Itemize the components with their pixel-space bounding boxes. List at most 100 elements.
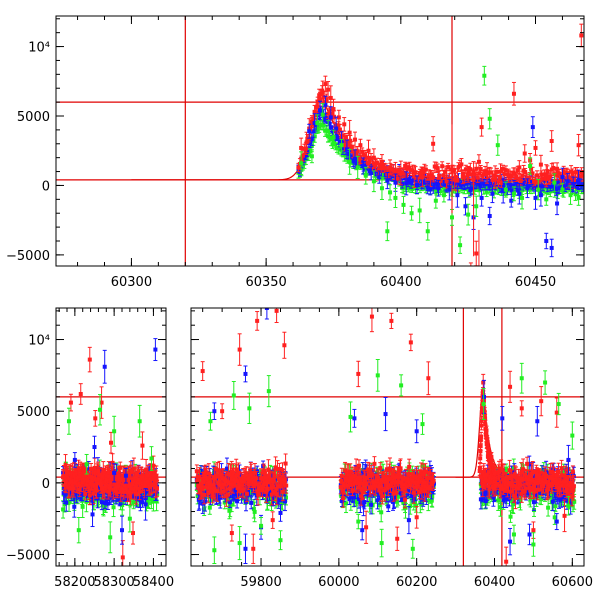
top-point-blue-marker bbox=[436, 186, 441, 191]
top-point-red-marker bbox=[353, 137, 358, 142]
top-point-red-marker bbox=[358, 143, 363, 148]
top-point-red-marker bbox=[496, 179, 501, 184]
top-point-red-marker bbox=[459, 162, 464, 167]
top-point-green-marker bbox=[343, 153, 348, 158]
top-point-red bbox=[347, 119, 352, 146]
top-point-green bbox=[495, 134, 500, 156]
top-point-blue bbox=[509, 193, 514, 208]
top-point-blue-marker bbox=[551, 183, 556, 188]
top-point-red-marker bbox=[474, 251, 479, 256]
bottom-point-green-marker bbox=[111, 505, 116, 510]
top-point-red-marker bbox=[469, 267, 473, 271]
top-point-red-marker bbox=[481, 172, 486, 177]
top-point-green bbox=[482, 65, 487, 86]
top-point-blue-marker bbox=[530, 125, 535, 130]
top-point-blue-marker bbox=[328, 115, 333, 120]
top-point-red-marker bbox=[348, 138, 353, 143]
top-point-red-marker bbox=[386, 171, 391, 176]
top-point-red-marker bbox=[499, 181, 504, 186]
top-point-red-marker bbox=[379, 159, 384, 164]
top-point-blue-marker bbox=[565, 179, 570, 184]
top-point-blue-marker bbox=[574, 184, 579, 189]
top-point-blue-marker bbox=[479, 195, 484, 200]
top-point-blue bbox=[530, 116, 535, 138]
top-point-green bbox=[544, 192, 549, 206]
top-point-blue bbox=[404, 171, 409, 196]
top-point-green bbox=[393, 187, 398, 208]
top-point-green bbox=[528, 157, 533, 175]
top-point-red-marker bbox=[512, 171, 517, 176]
top-ytick-label: −5000 bbox=[6, 249, 50, 264]
top-point-red-marker bbox=[440, 164, 445, 169]
top-point-blue-marker bbox=[477, 181, 482, 186]
top-point-green-marker bbox=[332, 140, 337, 145]
top-point-red-marker bbox=[428, 176, 433, 181]
top-point-green-marker bbox=[511, 191, 516, 196]
bottom-point-green-marker bbox=[120, 500, 125, 505]
top-point-blue-marker bbox=[302, 155, 307, 160]
top-point-red-marker bbox=[383, 165, 388, 170]
top-point-green-marker bbox=[450, 189, 455, 194]
top-point-blue-marker bbox=[537, 184, 542, 189]
top-point-red-marker bbox=[398, 170, 403, 175]
top-point-blue-marker bbox=[346, 151, 351, 156]
top-point-green-marker bbox=[458, 243, 463, 248]
top-point-green bbox=[315, 114, 320, 132]
top-point-green bbox=[363, 166, 368, 185]
top-point-green bbox=[433, 192, 438, 209]
top-point-red bbox=[579, 23, 584, 48]
top-point-red-marker bbox=[443, 169, 448, 174]
top-point-red-marker bbox=[342, 122, 347, 127]
top-point-red-marker bbox=[303, 146, 308, 151]
top-point-blue-marker bbox=[334, 126, 339, 131]
top-point-green-marker bbox=[568, 193, 573, 198]
top-point-green-marker bbox=[371, 179, 376, 184]
plot-area bbox=[56, 16, 584, 271]
top-point-blue-marker bbox=[393, 180, 398, 185]
top-point-red-marker bbox=[369, 156, 374, 161]
top-point-red-marker bbox=[435, 166, 440, 171]
top-point-red-marker bbox=[420, 170, 425, 175]
top-point-green-marker bbox=[299, 161, 304, 166]
top-point-blue-marker bbox=[508, 182, 513, 187]
top-point-blue-marker bbox=[538, 193, 543, 198]
top-point-green-marker bbox=[312, 134, 317, 139]
top-point-red-marker bbox=[296, 165, 301, 170]
top-point-red bbox=[511, 81, 516, 106]
top-dense-points bbox=[296, 85, 584, 201]
top-point-red-marker bbox=[388, 165, 393, 170]
top-point-green bbox=[299, 151, 304, 176]
top-point-red bbox=[576, 133, 581, 157]
top-xtick-label: 60450 bbox=[515, 275, 556, 290]
top-point-blue-marker bbox=[312, 120, 317, 125]
top-point-blue bbox=[487, 206, 492, 226]
top-point-red-marker bbox=[455, 177, 460, 182]
top-point-red-marker bbox=[318, 97, 322, 102]
top-point-green-marker bbox=[330, 142, 335, 147]
top-point-blue-marker bbox=[441, 179, 446, 184]
top-point-green-marker bbox=[327, 135, 332, 140]
top-point-red-marker bbox=[374, 160, 379, 165]
top-point-red-marker bbox=[393, 168, 398, 173]
top-point-green-marker bbox=[536, 187, 541, 192]
top-point-green-marker bbox=[466, 212, 471, 217]
top-point-red-marker bbox=[557, 171, 562, 176]
top-point-red-marker bbox=[474, 166, 479, 171]
top-point-blue bbox=[377, 170, 382, 184]
top-point-blue-marker bbox=[563, 185, 568, 190]
top-point-red-marker bbox=[580, 173, 584, 178]
top-point-red-marker bbox=[416, 175, 421, 180]
top-point-blue bbox=[447, 178, 452, 201]
top-point-blue bbox=[571, 176, 576, 192]
top-point-green-marker bbox=[438, 189, 443, 194]
top-point-red bbox=[336, 109, 341, 126]
top-point-red-marker bbox=[579, 33, 584, 38]
top-point-green bbox=[371, 170, 376, 193]
top-point-green-marker bbox=[560, 187, 565, 192]
top-point-red-marker bbox=[489, 170, 494, 175]
top-point-blue-marker bbox=[305, 149, 310, 154]
top-point-red-marker bbox=[477, 171, 482, 176]
top-point-blue bbox=[549, 238, 554, 258]
top-point-blue-marker bbox=[509, 198, 514, 203]
bottom-point-blue-marker bbox=[88, 491, 93, 496]
